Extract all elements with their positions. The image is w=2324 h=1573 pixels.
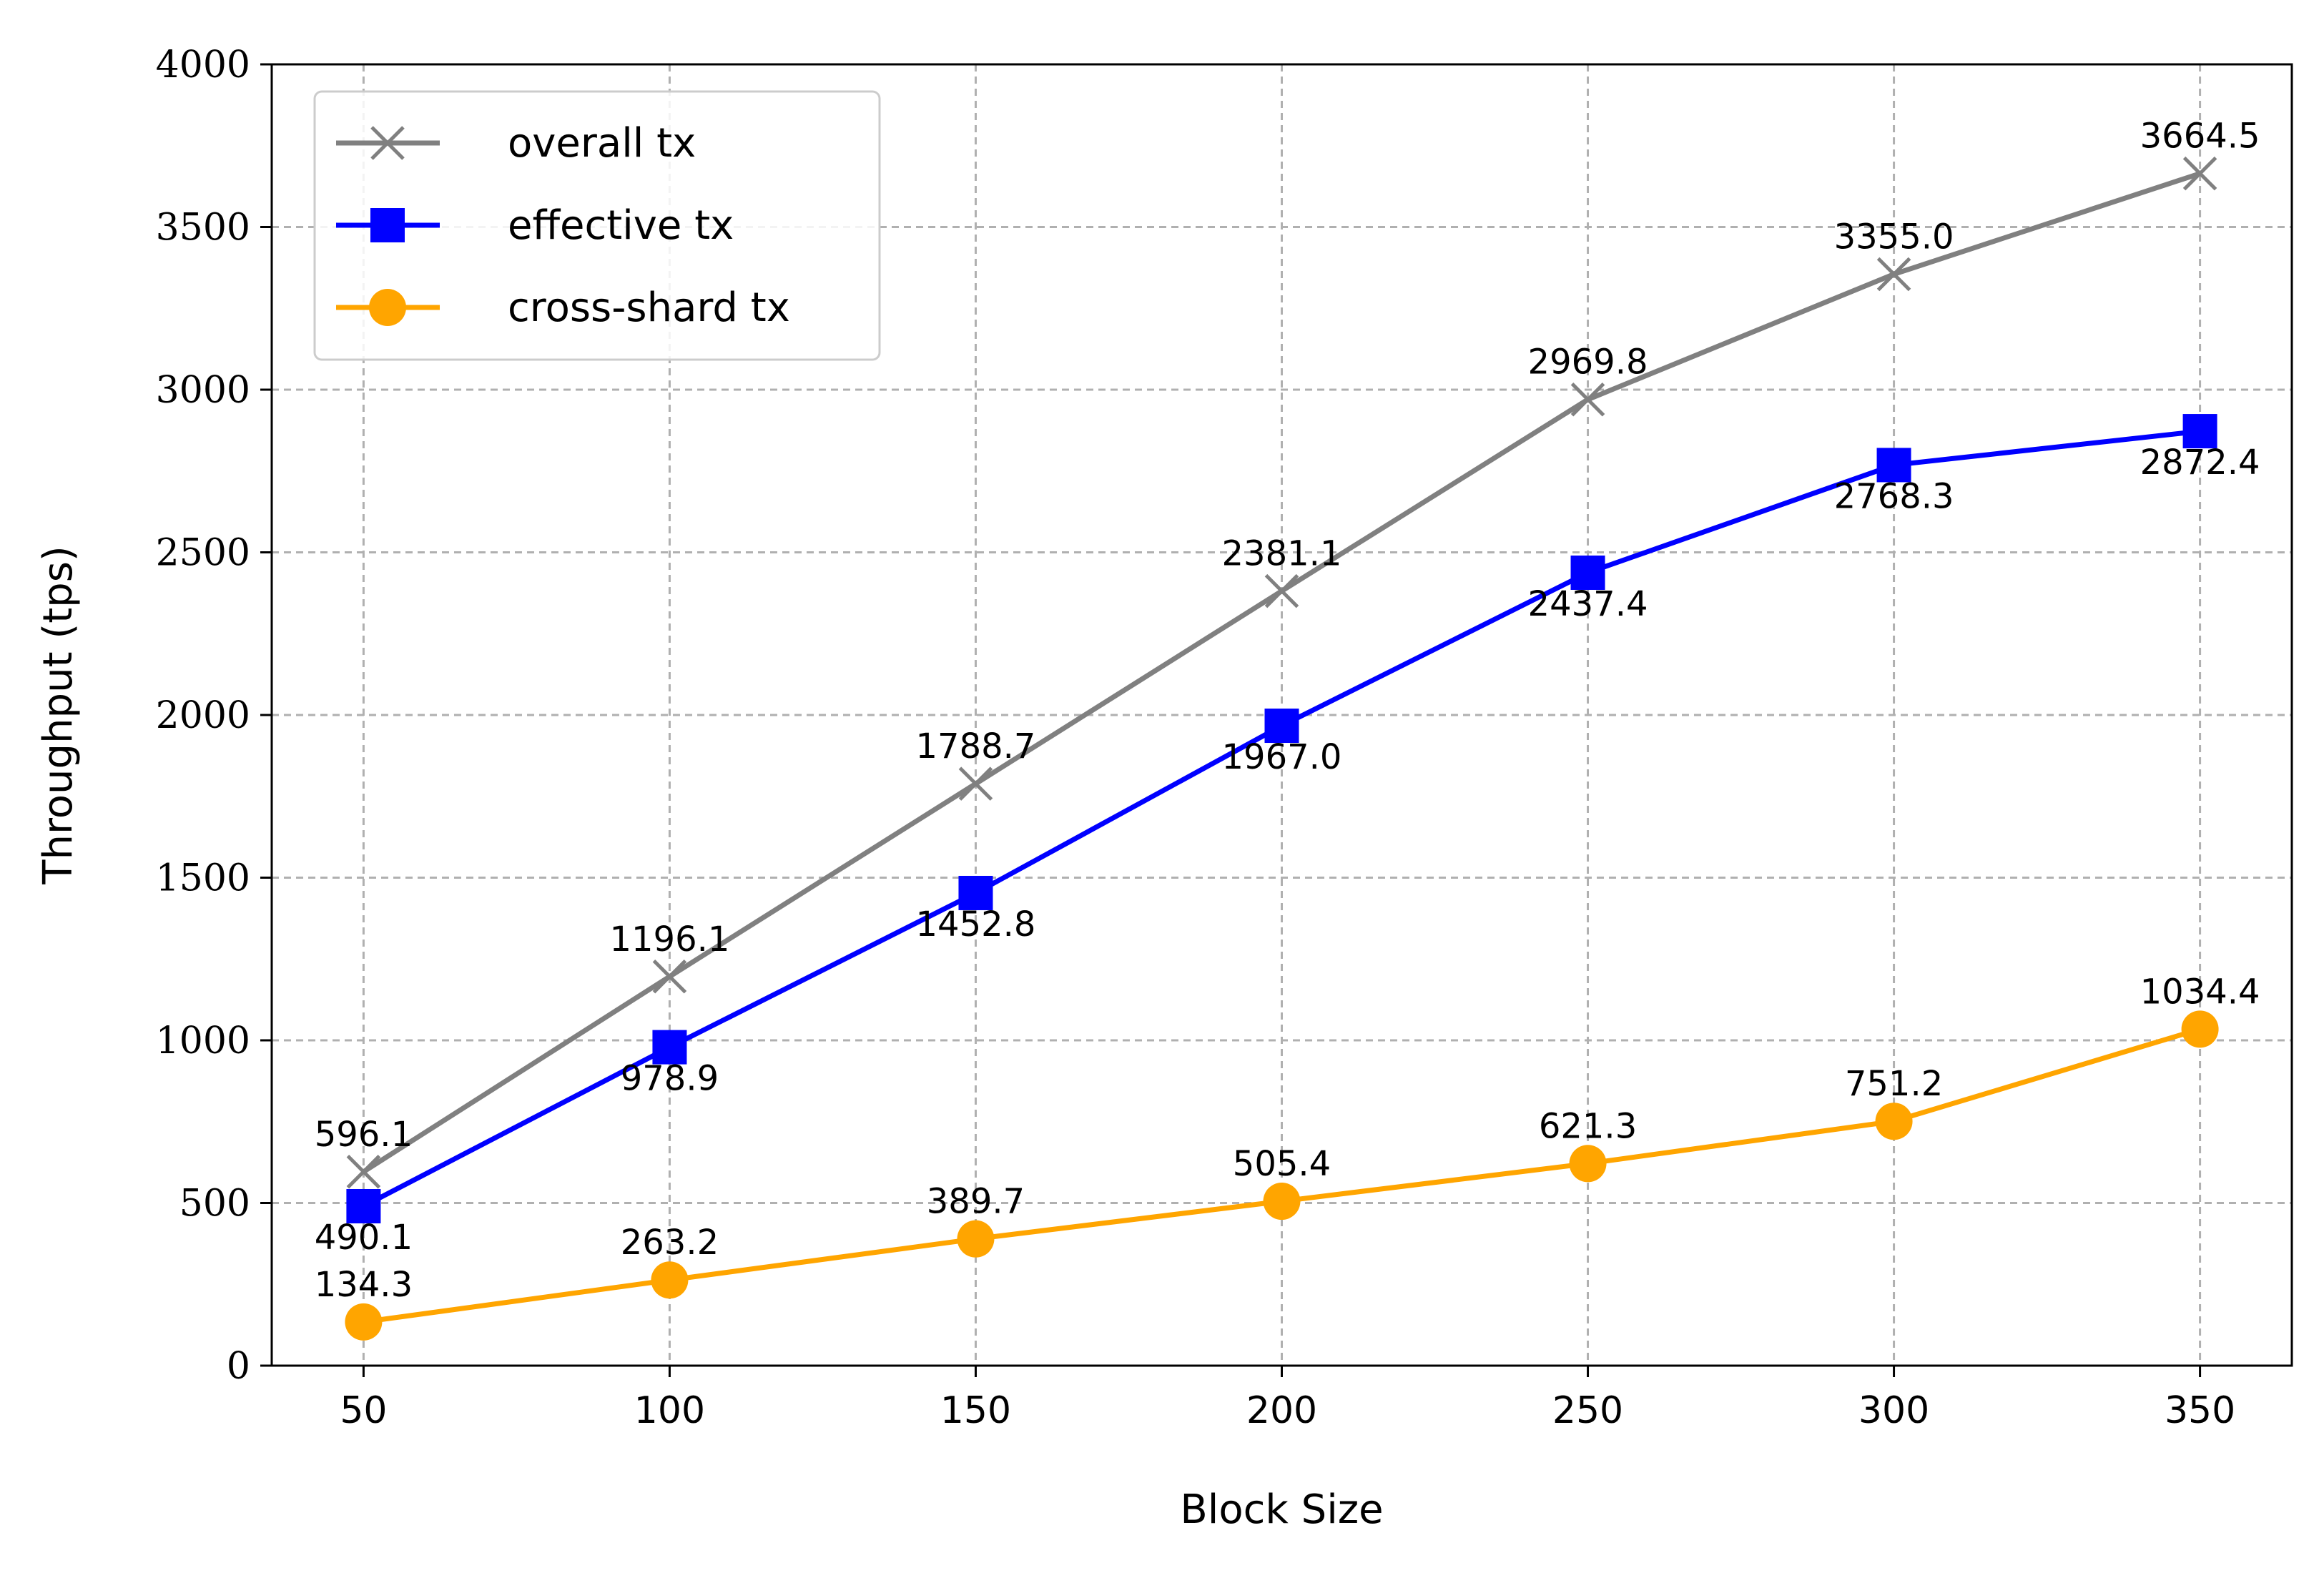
data-point (345, 1303, 383, 1341)
data-point (651, 1261, 689, 1299)
data-point (652, 960, 687, 994)
data-label: 1788.7 (915, 726, 1035, 766)
x-tick-label: 300 (1858, 1389, 1929, 1432)
data-point (2181, 1010, 2219, 1048)
legend-marker (369, 289, 406, 326)
data-point (1876, 257, 1911, 292)
legend-label: overall tx (508, 120, 696, 167)
data-point (346, 1189, 381, 1224)
data-label: 2381.1 (1222, 534, 1342, 574)
legend-label: cross-shard tx (508, 285, 790, 331)
y-tick-label: 3500 (156, 207, 250, 250)
data-label: 505.4 (1233, 1144, 1331, 1184)
data-labels: 596.1 1196.1 1788.7 2381.1 2969.8 3355.0 3664.… (315, 117, 2260, 1305)
legend-marker (370, 126, 405, 160)
data-point (346, 1155, 381, 1189)
plot-area-frame (270, 63, 2293, 1367)
data-point (2182, 414, 2217, 449)
data-point (652, 1030, 687, 1065)
y-tick-label: 4000 (156, 44, 250, 87)
data-label: 2437.4 (1528, 584, 1648, 624)
x-axis-ticks: 50 100 150 200 250 300 350 (340, 1366, 2235, 1432)
data-point (1570, 555, 1605, 590)
series-effective-tx (346, 414, 2217, 1224)
legend: overall tx effective tx cross-shard tx (313, 90, 881, 361)
data-label: 751.2 (1845, 1064, 1943, 1104)
data-label: 2768.3 (1834, 476, 1954, 516)
data-label: 389.7 (927, 1182, 1025, 1222)
data-label: 1196.1 (609, 919, 729, 960)
data-label: 596.1 (315, 1115, 413, 1155)
data-label: 978.9 (621, 1059, 719, 1099)
data-label: 490.1 (315, 1218, 413, 1258)
data-label: 2872.4 (2140, 443, 2260, 483)
x-tick-label: 150 (940, 1389, 1011, 1432)
series-cross-shard-tx (345, 1010, 2219, 1341)
legend-entry: cross-shard tx (336, 285, 790, 331)
legend-box (313, 90, 881, 361)
y-tick-label: 2000 (156, 694, 250, 737)
data-label: 134.3 (315, 1265, 413, 1305)
y-tick-label: 500 (179, 1183, 250, 1226)
y-tick-label: 1500 (156, 857, 250, 900)
data-point (1264, 709, 1299, 744)
legend-entry: effective tx (336, 202, 734, 249)
data-point (2182, 156, 2217, 191)
legend-marker (370, 208, 405, 242)
data-label: 3355.0 (1834, 217, 1954, 257)
series-overall-tx (346, 156, 2217, 1189)
y-tick-label: 0 (227, 1345, 250, 1388)
data-point (958, 875, 993, 910)
data-label: 1967.0 (1222, 737, 1342, 777)
data-point (1876, 448, 1911, 483)
y-tick-label: 2500 (156, 532, 250, 575)
data-point (958, 766, 993, 801)
data-label: 2969.8 (1528, 342, 1648, 383)
x-tick-label: 100 (634, 1389, 705, 1432)
data-label: 3664.5 (2140, 117, 2260, 157)
data-point (1875, 1103, 1913, 1140)
legend-entry: overall tx (336, 120, 696, 167)
y-axis-ticks: 0 500 1000 1500 2000 2500 3000 3500 4000 (156, 44, 272, 1388)
data-point (1570, 382, 1605, 417)
data-point (1264, 573, 1299, 608)
data-point (1569, 1145, 1607, 1183)
data-label: 621.3 (1539, 1106, 1637, 1146)
x-tick-label: 200 (1246, 1389, 1317, 1432)
data-label: 1452.8 (915, 904, 1035, 945)
data-point (1263, 1183, 1301, 1221)
data-label: 1034.4 (2140, 972, 2260, 1012)
y-axis-label: Throughput (tps) (35, 546, 82, 884)
data-point (957, 1220, 995, 1258)
x-tick-label: 350 (2165, 1389, 2235, 1432)
series-layer (345, 156, 2219, 1341)
x-tick-label: 250 (1552, 1389, 1623, 1432)
x-tick-label: 50 (340, 1389, 387, 1432)
legend-label: effective tx (508, 202, 734, 249)
y-tick-label: 1000 (156, 1020, 250, 1062)
data-label: 263.2 (621, 1223, 719, 1263)
x-axis-label: Block Size (1180, 1486, 1383, 1533)
y-tick-label: 3000 (156, 369, 250, 412)
